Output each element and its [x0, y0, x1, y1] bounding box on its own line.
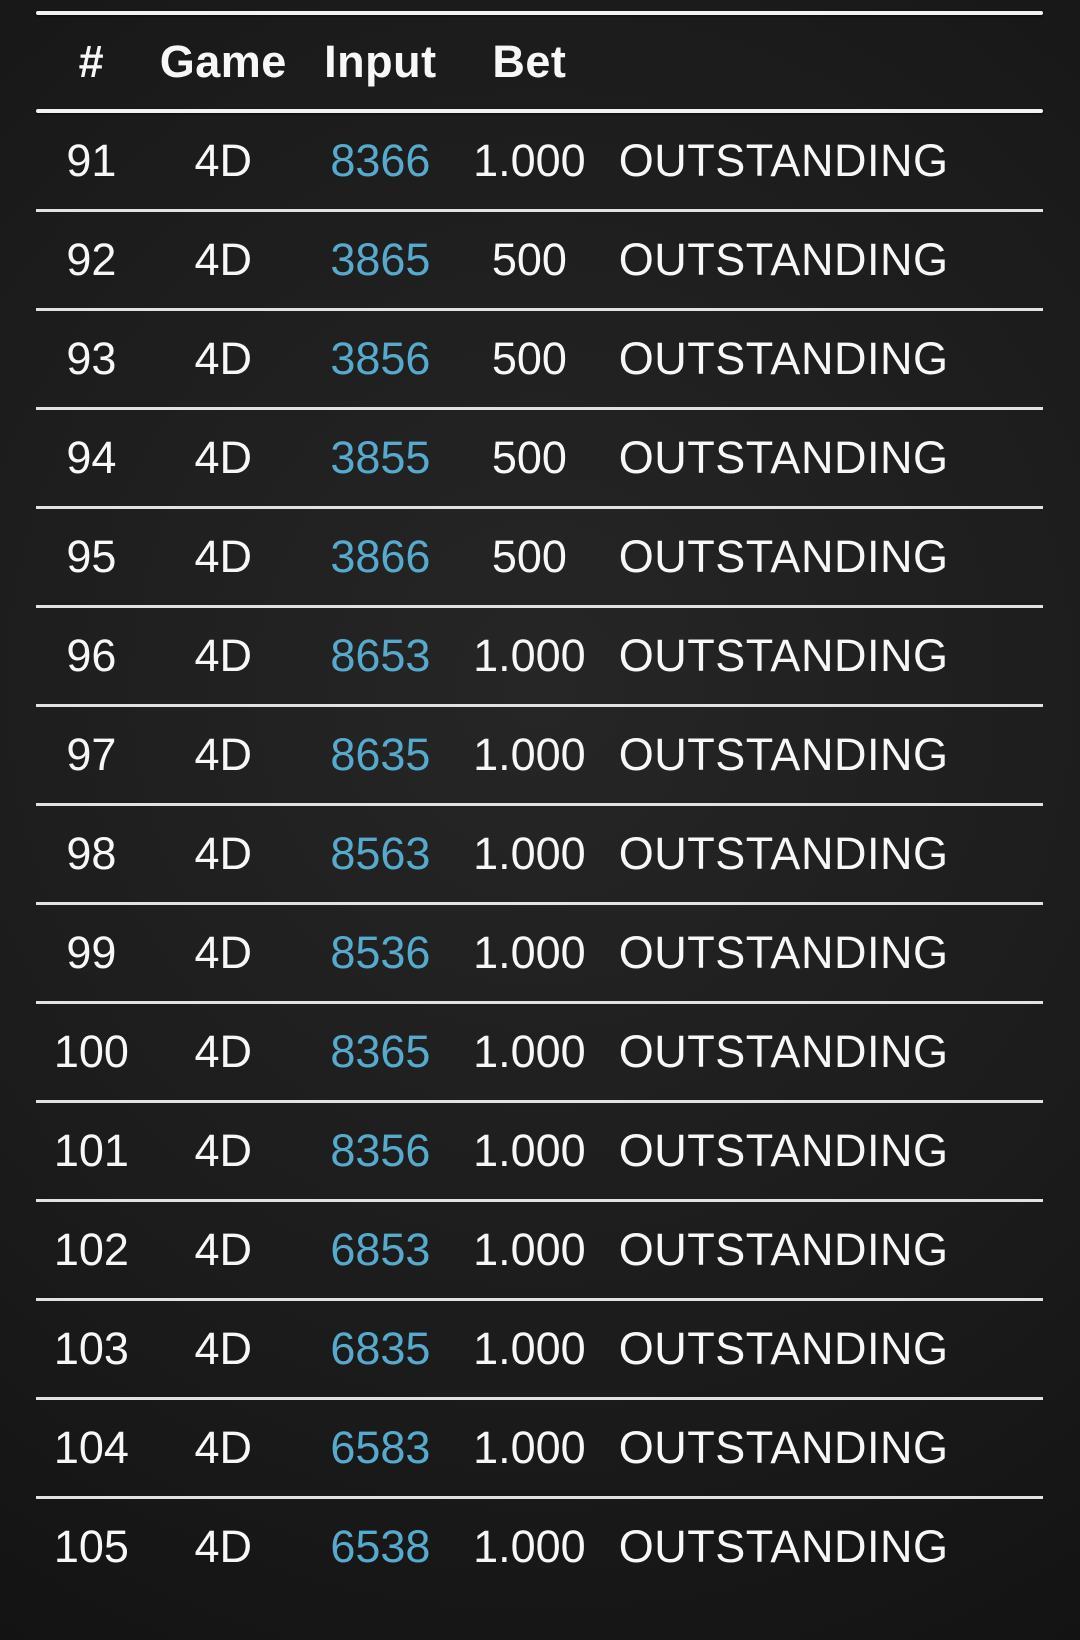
table-body: 91 4D 8366 1.000 OUTSTANDING 92 4D 3865 … — [36, 113, 1043, 1595]
cell-bet: 1.000 — [473, 1521, 586, 1572]
cell-game: 4D — [194, 1026, 253, 1077]
cell-game: 4D — [194, 135, 253, 186]
table-row: 102 4D 6853 1.000 OUTSTANDING — [36, 1199, 1043, 1298]
cell-status: OUTSTANDING — [618, 1422, 949, 1473]
cell-bet: 500 — [491, 531, 567, 582]
cell-input-link[interactable]: 8653 — [330, 630, 431, 681]
table-row: 105 4D 6538 1.000 OUTSTANDING — [36, 1496, 1043, 1595]
top-divider-line — [36, 11, 1043, 15]
cell-number: 95 — [66, 531, 117, 582]
cell-bet: 1.000 — [473, 630, 586, 681]
cell-input-link[interactable]: 6583 — [330, 1422, 431, 1473]
table-row: 98 4D 8563 1.000 OUTSTANDING — [36, 803, 1043, 902]
cell-status: OUTSTANDING — [618, 1026, 949, 1077]
cell-number: 93 — [66, 333, 117, 384]
cell-game: 4D — [194, 1422, 253, 1473]
bet-history-table: # Game Input Bet 91 4D 8366 1.000 OUTSTA… — [36, 11, 1043, 1595]
cell-status: OUTSTANDING — [618, 1323, 949, 1374]
cell-status: OUTSTANDING — [618, 432, 949, 483]
cell-game: 4D — [194, 1224, 253, 1275]
table-row: 97 4D 8635 1.000 OUTSTANDING — [36, 704, 1043, 803]
table-row: 94 4D 3855 500 OUTSTANDING — [36, 407, 1043, 506]
table-row: 100 4D 8365 1.000 OUTSTANDING — [36, 1001, 1043, 1100]
table-row: 92 4D 3865 500 OUTSTANDING — [36, 209, 1043, 308]
table-header: # Game Input Bet — [36, 15, 1043, 109]
cell-status: OUTSTANDING — [618, 927, 949, 978]
cell-status: OUTSTANDING — [618, 531, 949, 582]
cell-input-link[interactable]: 6835 — [330, 1323, 431, 1374]
cell-input-link[interactable]: 8366 — [330, 135, 431, 186]
cell-number: 91 — [66, 135, 117, 186]
column-header-bet: Bet — [492, 36, 567, 87]
cell-input-link[interactable]: 3866 — [330, 531, 431, 582]
cell-game: 4D — [194, 531, 253, 582]
cell-game: 4D — [194, 630, 253, 681]
cell-game: 4D — [194, 432, 253, 483]
cell-bet: 1.000 — [473, 1422, 586, 1473]
cell-status: OUTSTANDING — [618, 1521, 949, 1572]
table-row: 95 4D 3866 500 OUTSTANDING — [36, 506, 1043, 605]
cell-number: 104 — [53, 1422, 129, 1473]
cell-game: 4D — [194, 828, 253, 879]
cell-bet: 500 — [491, 234, 567, 285]
table-row: 104 4D 6583 1.000 OUTSTANDING — [36, 1397, 1043, 1496]
cell-status: OUTSTANDING — [618, 630, 949, 681]
column-header-input: Input — [324, 36, 437, 87]
cell-status: OUTSTANDING — [618, 333, 949, 384]
cell-number: 98 — [66, 828, 117, 879]
cell-input-link[interactable]: 3856 — [330, 333, 431, 384]
cell-bet: 1.000 — [473, 1323, 586, 1374]
cell-number: 92 — [66, 234, 117, 285]
cell-bet: 1.000 — [473, 135, 586, 186]
cell-status: OUTSTANDING — [618, 135, 949, 186]
cell-bet: 1.000 — [473, 1125, 586, 1176]
cell-number: 105 — [53, 1521, 129, 1572]
cell-input-link[interactable]: 8563 — [330, 828, 431, 879]
cell-number: 103 — [53, 1323, 129, 1374]
cell-bet: 500 — [491, 333, 567, 384]
cell-number: 102 — [53, 1224, 129, 1275]
cell-number: 100 — [53, 1026, 129, 1077]
cell-number: 99 — [66, 927, 117, 978]
cell-game: 4D — [194, 234, 253, 285]
cell-bet: 1.000 — [473, 828, 586, 879]
cell-number: 96 — [66, 630, 117, 681]
table-row: 96 4D 8653 1.000 OUTSTANDING — [36, 605, 1043, 704]
cell-bet: 500 — [491, 432, 567, 483]
cell-input-link[interactable]: 3855 — [330, 432, 431, 483]
cell-number: 101 — [53, 1125, 129, 1176]
cell-game: 4D — [194, 333, 253, 384]
cell-game: 4D — [194, 1521, 253, 1572]
cell-game: 4D — [194, 729, 253, 780]
cell-game: 4D — [194, 927, 253, 978]
table-row: 93 4D 3856 500 OUTSTANDING — [36, 308, 1043, 407]
cell-bet: 1.000 — [473, 729, 586, 780]
cell-game: 4D — [194, 1125, 253, 1176]
cell-status: OUTSTANDING — [618, 729, 949, 780]
header-divider-line — [36, 109, 1043, 113]
cell-status: OUTSTANDING — [618, 1125, 949, 1176]
cell-input-link[interactable]: 8356 — [330, 1125, 431, 1176]
cell-input-link[interactable]: 6538 — [330, 1521, 431, 1572]
column-header-game: Game — [159, 36, 287, 87]
cell-input-link[interactable]: 8536 — [330, 927, 431, 978]
cell-number: 97 — [66, 729, 117, 780]
table-row: 103 4D 6835 1.000 OUTSTANDING — [36, 1298, 1043, 1397]
cell-status: OUTSTANDING — [618, 1224, 949, 1275]
cell-game: 4D — [194, 1323, 253, 1374]
cell-input-link[interactable]: 8365 — [330, 1026, 431, 1077]
cell-bet: 1.000 — [473, 927, 586, 978]
table-row: 101 4D 8356 1.000 OUTSTANDING — [36, 1100, 1043, 1199]
cell-input-link[interactable]: 8635 — [330, 729, 431, 780]
cell-bet: 1.000 — [473, 1224, 586, 1275]
cell-input-link[interactable]: 3865 — [330, 234, 431, 285]
cell-status: OUTSTANDING — [618, 828, 949, 879]
table-row: 91 4D 8366 1.000 OUTSTANDING — [36, 113, 1043, 209]
cell-number: 94 — [66, 432, 117, 483]
column-header-number: # — [78, 36, 105, 87]
cell-status: OUTSTANDING — [618, 234, 949, 285]
cell-input-link[interactable]: 6853 — [330, 1224, 431, 1275]
table-row: 99 4D 8536 1.000 OUTSTANDING — [36, 902, 1043, 1001]
cell-bet: 1.000 — [473, 1026, 586, 1077]
